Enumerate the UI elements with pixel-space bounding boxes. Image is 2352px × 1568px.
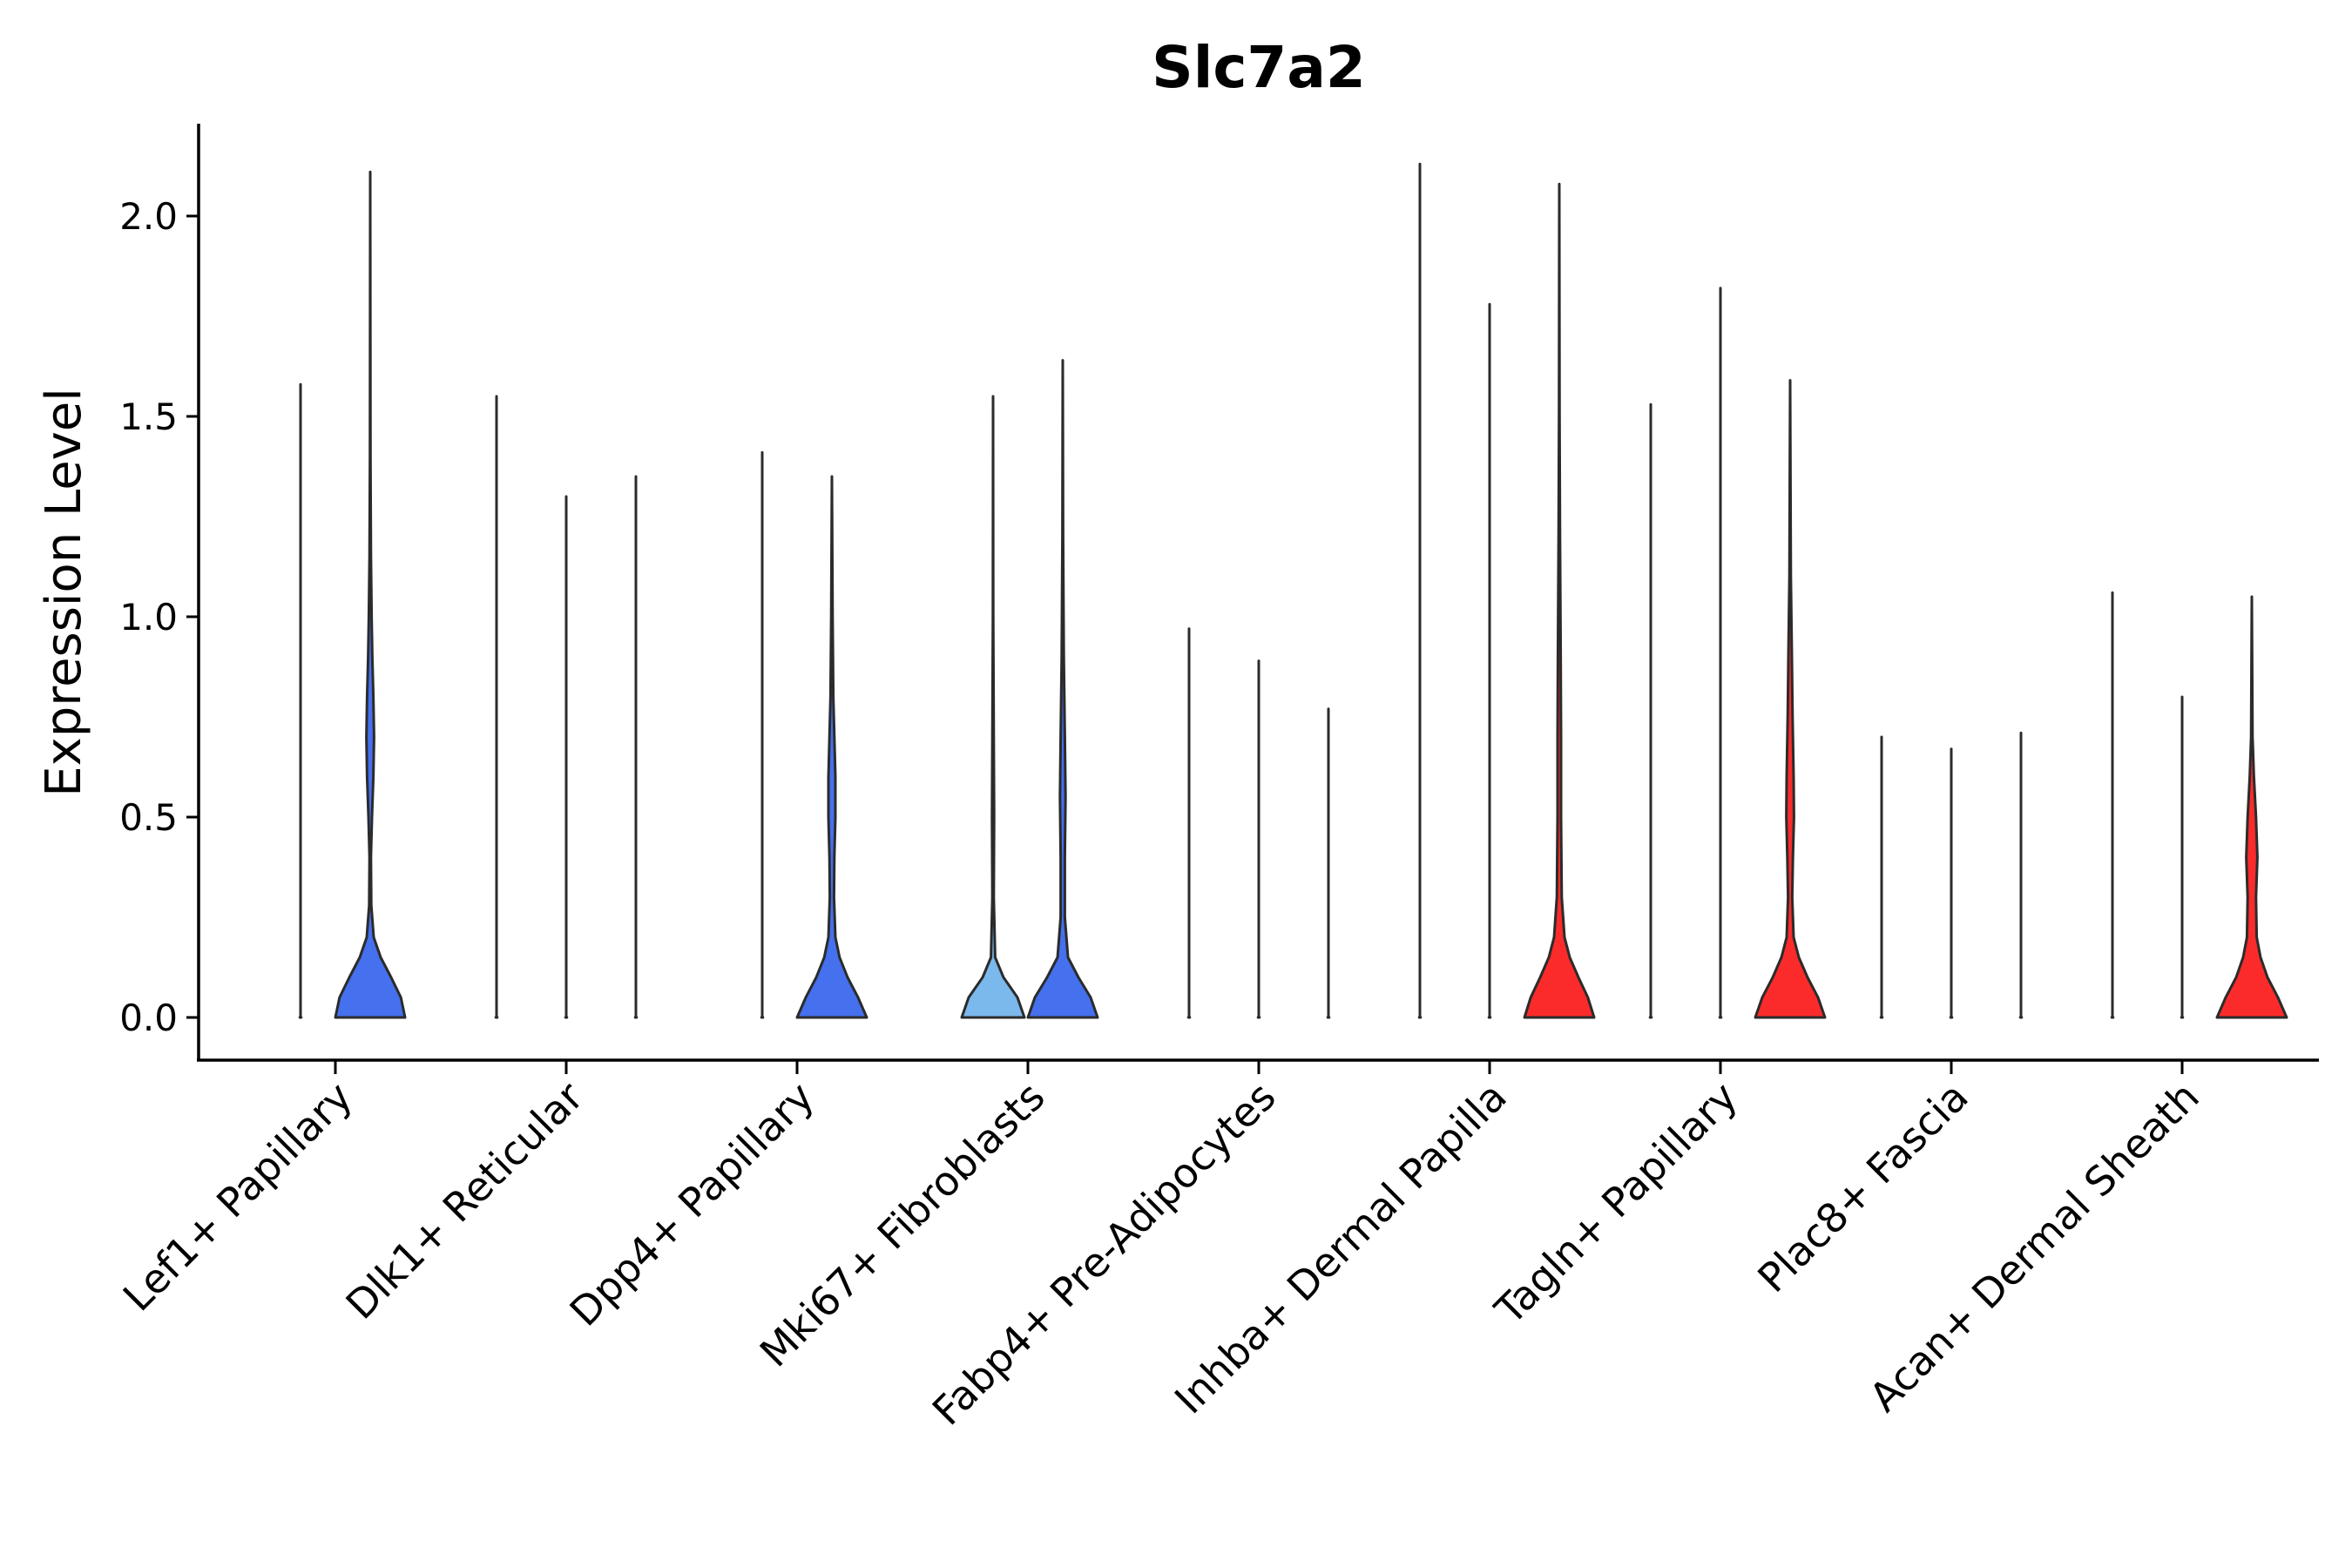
chart-title: Slc7a2: [1152, 34, 1366, 101]
x-tick-label: Dlk1+ Reticular: [337, 1073, 592, 1328]
violin-6-1: [1718, 287, 1723, 1019]
x-tick-label: Dpp4+ Papillary: [561, 1073, 823, 1335]
violin-5-0: [1417, 162, 1423, 1019]
violin-8-0: [2110, 591, 2115, 1019]
y-ticks: 0.0 0.5 1.0 1.5 2.0: [119, 195, 199, 1039]
violin-7-2: [2018, 731, 2024, 1019]
violin-5-2: [1523, 182, 1596, 1019]
y-tick-label: 1.5: [119, 395, 178, 438]
violin-3-1: [1026, 359, 1099, 1019]
violin-3-0: [960, 395, 1026, 1019]
x-tick-label: Plac8+ Fascia: [1748, 1073, 1977, 1301]
violin-0-1: [334, 170, 407, 1019]
x-tick-label: Tagln+ Papillary: [1485, 1073, 1747, 1335]
violin-2-0: [760, 450, 765, 1019]
violin-8-1: [2180, 695, 2185, 1019]
y-tick-label: 2.0: [119, 195, 178, 238]
violin-1-1: [564, 495, 569, 1019]
violin-8-2: [2215, 595, 2288, 1019]
y-tick-label: 0.0: [119, 997, 178, 1039]
violin-5-1: [1487, 302, 1492, 1019]
violin-7-1: [1949, 747, 1954, 1019]
y-tick-label: 1.0: [119, 596, 178, 639]
violin-0-0: [298, 382, 303, 1019]
y-axis-label: Expression Level: [36, 388, 92, 797]
violin-4-2: [1326, 707, 1331, 1019]
violin-4-1: [1256, 659, 1261, 1019]
violin-7-0: [1879, 735, 1884, 1019]
violin-6-2: [1754, 379, 1827, 1019]
violin-1-0: [494, 395, 499, 1019]
violin-6-0: [1648, 402, 1653, 1019]
violin-4-0: [1186, 627, 1192, 1019]
violin-2-1: [795, 475, 868, 1019]
y-tick-label: 0.5: [119, 796, 178, 839]
violins-layer: [298, 162, 2288, 1019]
x-tick-label: Lef1+ Papillary: [114, 1073, 362, 1321]
violin-1-2: [633, 475, 639, 1019]
